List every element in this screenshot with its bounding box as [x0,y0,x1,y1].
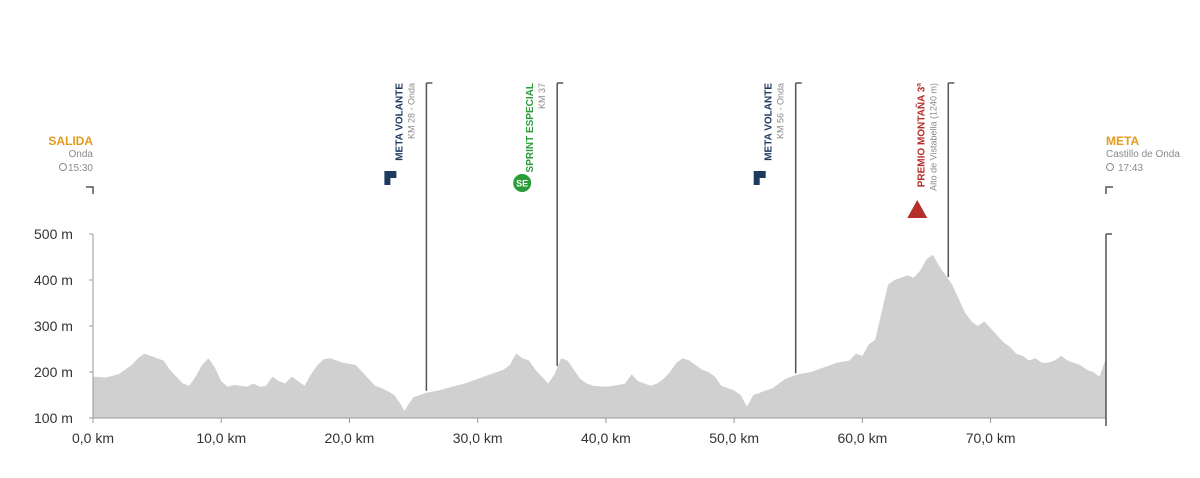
marker-4: PREMIO MONTAÑA 3ª Alto de Vistabella (124… [907,82,955,278]
x-tick-label: 30,0 km [453,430,503,446]
marker-title: SPRINT ESPECIAL [525,83,536,172]
se-badge-circle [513,174,532,192]
se-badge-label: SE [516,179,528,189]
marker-subtitle: KM 28 - Onda [406,83,416,139]
start-title: SALIDA [48,134,93,148]
axes: 100 m 200 m 300 m 400 m 500 m 0,0 km 10,0 km 20… [34,226,1112,446]
elevation-area [93,254,1106,418]
y-tick-label: 300 m [34,318,73,334]
clock-icon [1106,163,1114,171]
marker-subtitle: Alto de Vistabella (1240 m) [928,83,938,191]
finish-title: META [1106,134,1139,148]
elevation-profile [93,254,1106,418]
marker-2: SPRINT ESPECIAL KM 37 SE [513,82,564,366]
marker-subtitle: KM 37 [537,83,547,109]
y-tick-label: 100 m [34,410,73,426]
clock-icon [59,163,67,171]
marker-subtitle: KM 56 - Onda [776,83,786,139]
start-time-row: 15:30 [59,163,93,174]
y-tick-label: 400 m [34,272,73,288]
x-tick-label: 40,0 km [581,430,631,446]
finish-block: META Castillo de Onda 17:43 [1105,134,1180,194]
x-tick-label: 20,0 km [325,430,375,446]
finish-time-row: 17:43 [1106,163,1143,174]
finish-place: Castillo de Onda [1106,149,1180,160]
x-tick-label: 10,0 km [196,430,246,446]
x-tick-label: 0,0 km [72,430,114,446]
marker-title: PREMIO MONTAÑA 3ª [914,83,927,188]
marker-title: META VOLANTE [764,83,775,161]
marker-title: META VOLANTE [394,83,405,161]
flag-icon [753,171,766,185]
route-markers: META VOLANTE KM 28 - Onda SPRINT ESPECIAL K… [384,82,955,391]
x-tick-label: 60,0 km [837,430,887,446]
mountain-triangle-icon [907,200,928,218]
start-block: SALIDA Onda 15:30 [48,134,94,194]
marker-1: META VOLANTE KM 28 - Onda [384,82,433,391]
y-tick-label: 200 m [34,364,73,380]
se-badge-icon: SE [513,174,532,192]
y-tick-label: 500 m [34,226,73,242]
x-tick-label: 50,0 km [709,430,759,446]
start-bracket [86,186,94,194]
start-time: 15:30 [68,163,93,174]
finish-bracket [1105,186,1113,194]
finish-time: 17:43 [1118,163,1143,174]
marker-3: META VOLANTE KM 56 - Onda [753,82,802,374]
start-place: Onda [69,149,94,160]
x-tick-label: 70,0 km [966,430,1016,446]
flag-icon [384,171,397,185]
